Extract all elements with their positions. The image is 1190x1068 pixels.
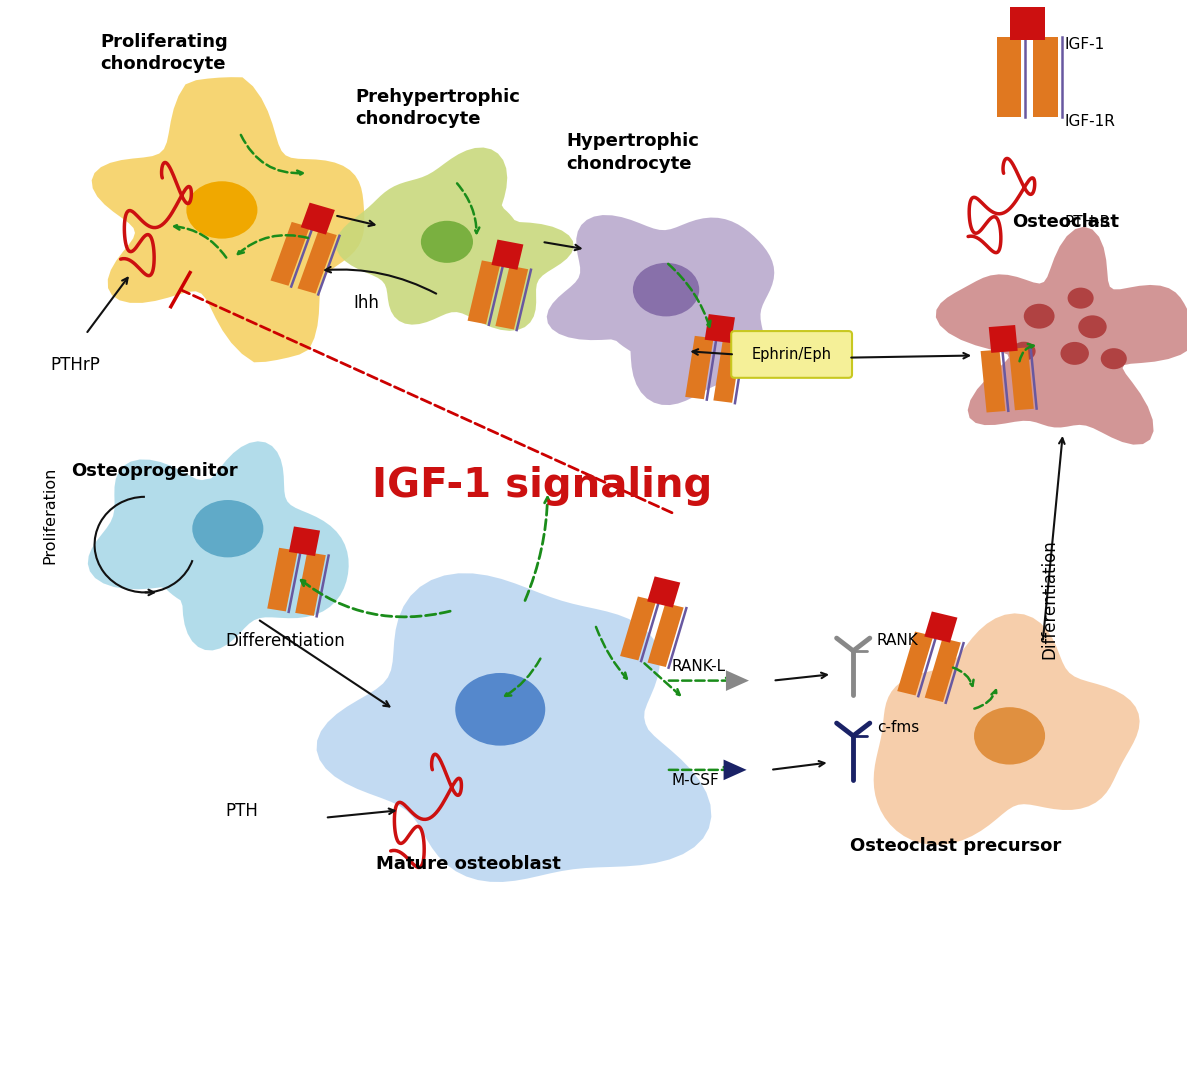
Text: IGF-1 signaling: IGF-1 signaling [371, 467, 712, 506]
Polygon shape [1009, 347, 1034, 410]
Polygon shape [873, 613, 1140, 845]
Ellipse shape [1078, 315, 1107, 339]
Ellipse shape [456, 673, 545, 745]
Text: Differentiation: Differentiation [1041, 539, 1059, 659]
Polygon shape [726, 671, 749, 691]
Polygon shape [268, 548, 298, 611]
Ellipse shape [1067, 287, 1094, 309]
Text: M-CSF: M-CSF [672, 773, 720, 788]
Polygon shape [289, 527, 320, 556]
Text: Ihh: Ihh [353, 294, 380, 312]
Polygon shape [925, 639, 960, 702]
Ellipse shape [1101, 348, 1127, 370]
Polygon shape [298, 230, 337, 294]
Text: IGF-1R: IGF-1R [1064, 114, 1115, 129]
FancyBboxPatch shape [731, 331, 852, 378]
Polygon shape [295, 552, 326, 616]
Text: RANK-L: RANK-L [672, 659, 726, 674]
Ellipse shape [1060, 342, 1089, 365]
Polygon shape [981, 349, 1006, 412]
Ellipse shape [421, 221, 472, 263]
Text: PTHrP: PTHrP [50, 356, 100, 374]
Polygon shape [1010, 6, 1045, 41]
Text: Prehypertrophic
chondrocyte: Prehypertrophic chondrocyte [356, 88, 520, 128]
Polygon shape [996, 37, 1021, 117]
Ellipse shape [187, 182, 257, 238]
Polygon shape [301, 203, 334, 235]
Text: Ephrin/Eph: Ephrin/Eph [752, 347, 832, 362]
Text: IGF-1: IGF-1 [1064, 36, 1104, 51]
Ellipse shape [1023, 303, 1054, 329]
Text: Osteoclast precursor: Osteoclast precursor [850, 837, 1061, 854]
Text: Proliferating
chondrocyte: Proliferating chondrocyte [100, 32, 227, 73]
Polygon shape [925, 612, 958, 643]
Text: Osteoclast: Osteoclast [1012, 214, 1119, 231]
Polygon shape [620, 597, 656, 660]
Polygon shape [704, 314, 735, 343]
Text: Osteoprogenitor: Osteoprogenitor [71, 461, 238, 480]
Text: Differentiation: Differentiation [225, 632, 345, 649]
Text: PTH: PTH [225, 802, 258, 820]
Polygon shape [317, 574, 712, 882]
Polygon shape [935, 226, 1190, 444]
Polygon shape [989, 325, 1017, 352]
Polygon shape [713, 340, 741, 403]
Ellipse shape [975, 707, 1045, 765]
Text: Proliferation: Proliferation [43, 467, 57, 564]
Polygon shape [647, 603, 683, 668]
Text: Mature osteoblast: Mature osteoblast [376, 854, 560, 873]
Polygon shape [724, 759, 746, 781]
Polygon shape [468, 261, 500, 325]
Text: c-fms: c-fms [877, 720, 919, 735]
Text: Hypertrophic
chondrocyte: Hypertrophic chondrocyte [566, 132, 700, 173]
Polygon shape [270, 222, 309, 286]
Polygon shape [546, 215, 775, 405]
Ellipse shape [1012, 342, 1035, 361]
Text: RANK: RANK [877, 632, 919, 648]
Polygon shape [1033, 37, 1058, 117]
Polygon shape [88, 441, 349, 650]
Ellipse shape [193, 500, 263, 557]
Polygon shape [336, 147, 574, 331]
Polygon shape [685, 335, 714, 399]
Polygon shape [897, 631, 933, 695]
Polygon shape [495, 266, 528, 330]
Text: PTH-R: PTH-R [1064, 216, 1110, 231]
Ellipse shape [633, 263, 700, 316]
Polygon shape [491, 239, 524, 270]
Polygon shape [647, 577, 681, 608]
Polygon shape [92, 77, 364, 362]
